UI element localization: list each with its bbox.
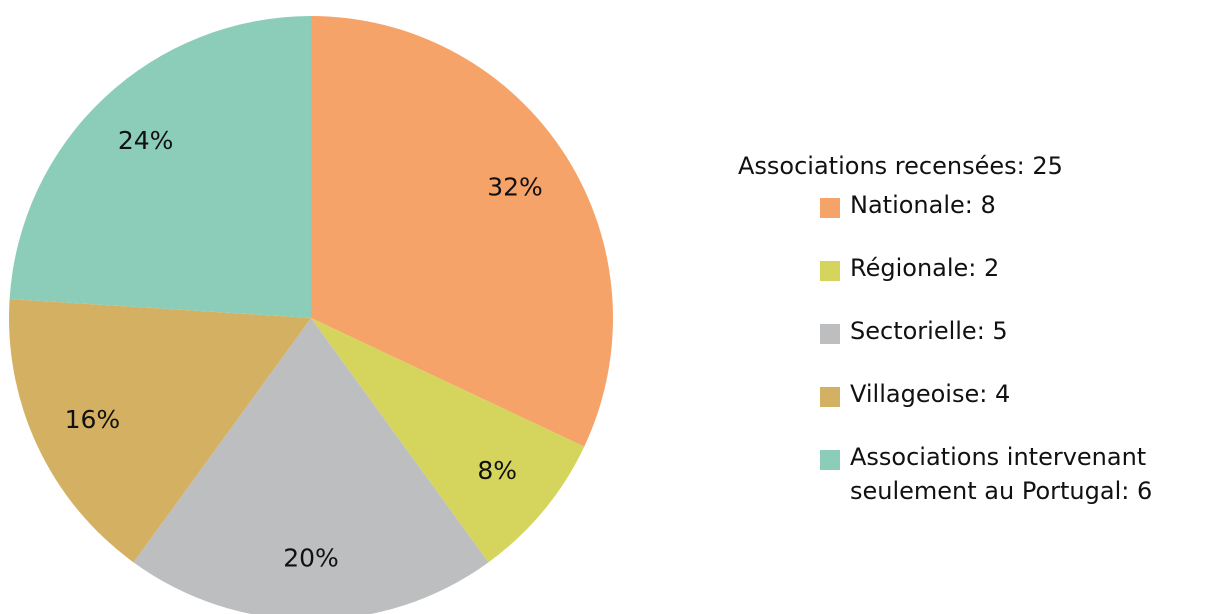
pie-chart: 32% 8% 20% 16% 24% <box>8 16 613 614</box>
slice-label: 32% <box>487 173 543 202</box>
pie-slice <box>9 16 312 318</box>
legend-label: Régionale: 2 <box>850 254 1000 282</box>
slice-label: 20% <box>283 544 339 573</box>
pie-slice <box>311 318 585 563</box>
legend-label: Sectorielle: 5 <box>850 317 1008 345</box>
legend-label: Nationale: 8 <box>850 191 996 219</box>
pie-slice <box>311 16 613 447</box>
legend-item: Nationale: 8 <box>818 188 1206 222</box>
legend-item: Sectorielle: 5 <box>818 314 1206 348</box>
legend-item: Associations intervenant seulement au Po… <box>818 440 1206 508</box>
legend-title: Associations recensées: 25 <box>738 152 1063 180</box>
legend-swatch <box>820 324 840 344</box>
slice-label: 16% <box>65 405 121 434</box>
legend-label: Villageoise: 4 <box>850 380 1011 408</box>
legend-swatch <box>820 450 840 470</box>
slice-label: 8% <box>477 456 517 485</box>
legend-item: Villageoise: 4 <box>818 377 1206 411</box>
legend-item: Régionale: 2 <box>818 251 1206 285</box>
legend-label: Associations intervenant seulement au Po… <box>850 443 1153 505</box>
slice-label: 24% <box>118 126 174 155</box>
legend: Nationale: 8 Régionale: 2 Sectorielle: 5 Vi… <box>818 188 1206 537</box>
pie-slice <box>133 318 489 614</box>
legend-swatch <box>820 198 840 218</box>
legend-swatch <box>820 387 840 407</box>
pie-slice <box>8 299 311 563</box>
legend-swatch <box>820 261 840 281</box>
